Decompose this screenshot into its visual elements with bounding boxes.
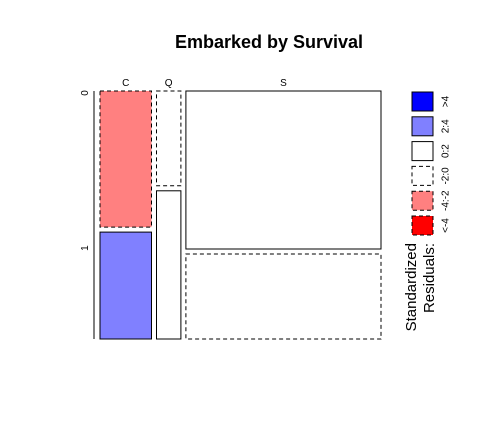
row-label-0: 0 [80,90,91,96]
mosaic-cell-c-1 [99,231,152,340]
legend-label-3: 0:2 [441,144,452,158]
legend-label-5: -4:-2 [441,190,452,211]
legend-label-1: >4 [441,95,452,107]
legend-title-line-1: Standardized [403,243,420,331]
mosaic-cell-s-1 [185,253,382,340]
column-label-q: Q [165,78,173,89]
mosaic-cell-q-0 [156,90,182,187]
column-label-c: C [122,78,129,89]
legend-title-line-2: Residuals: [421,243,438,313]
legend-label-2: 2:4 [441,119,452,133]
mosaic-cell-c-0 [99,90,152,228]
mosaic-cells [99,90,382,340]
row-label-1: 1 [80,245,91,251]
legend-swatch-4 [411,165,434,186]
mosaic-cell-q-1 [156,190,182,340]
legend-swatch-1 [411,91,434,112]
legend-label-6: <-4 [441,218,452,233]
column-label-s: S [280,78,287,89]
mosaic-cell-s-0 [185,90,382,250]
legend-swatch-2 [411,116,434,137]
row-labels: 01 [80,90,91,251]
legend-swatch-5 [411,190,434,211]
legend-swatch-6 [411,215,434,236]
legend-label-4: -2:0 [441,167,452,185]
chart-title: Embarked by Survival [175,32,363,52]
legend-swatch-3 [411,141,434,162]
residual-legend: >4 2:4 0:2 -2:0 -4:-2 <-4 Standardized Residual… [403,91,452,331]
